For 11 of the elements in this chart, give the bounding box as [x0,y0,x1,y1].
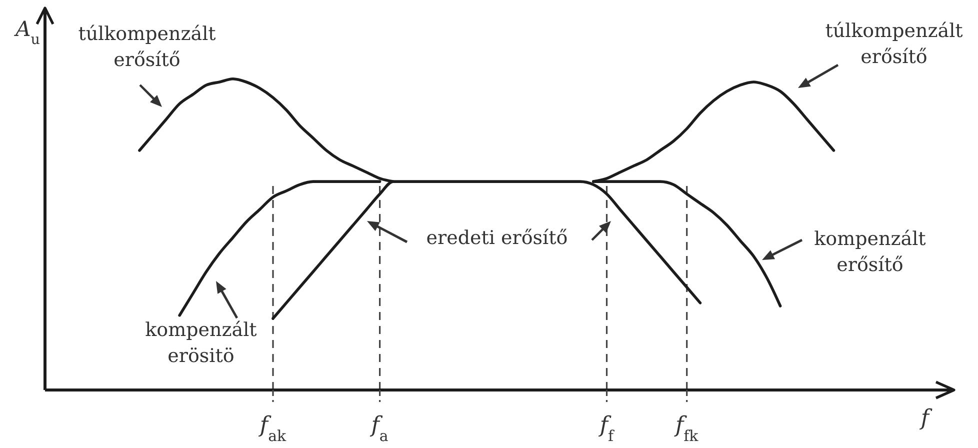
y-axis-title: A$_{u}$ [14,17,40,48]
x-tick-label: f$_{a}$ [369,413,388,445]
x-axis-title: f [918,406,933,431]
x-tick-label: f$_{f}$ [598,413,616,445]
x-tick-label: f$_{ak}$ [258,413,287,445]
text: túlkompenzált erősítő [825,20,964,68]
text: kompenzált erősítő [814,228,926,276]
text: eredeti erősítő [426,227,568,249]
x-tick-label: f$_{fk}$ [673,413,700,445]
series-label: kompenzált erösitö [145,319,258,367]
series-label: túlkompenzált erősítő [78,23,216,71]
